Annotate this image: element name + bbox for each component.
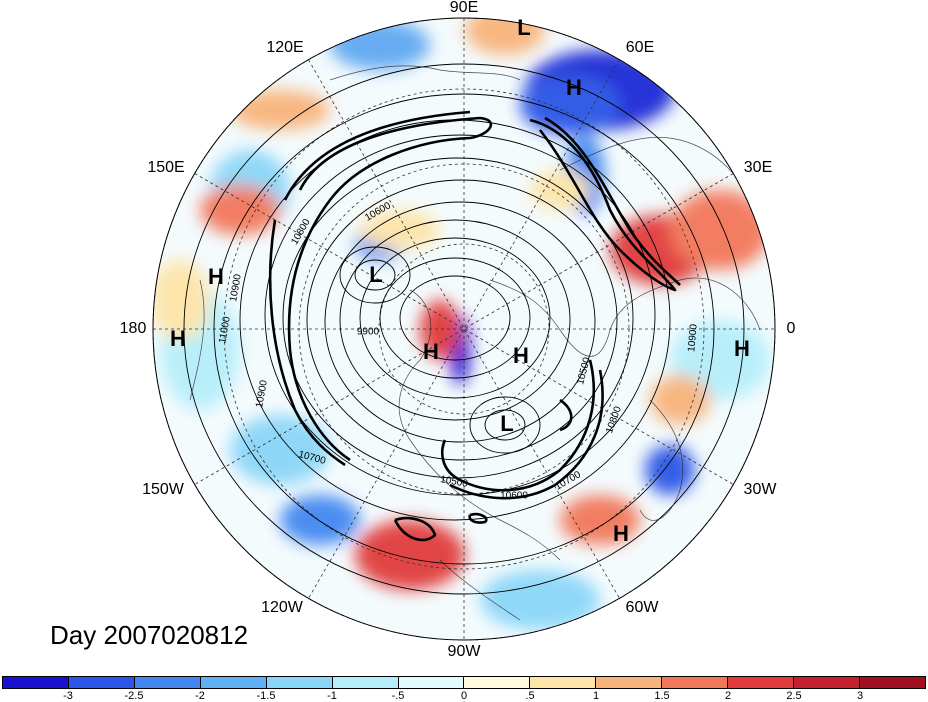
colorbar-segment xyxy=(200,677,267,688)
colorbar-segment xyxy=(266,677,333,688)
high-center: H xyxy=(208,264,224,289)
colorbar-tick-label: 0 xyxy=(460,690,468,702)
lon-label-150w: 150W xyxy=(142,481,184,498)
colorbar-tick-label: -3 xyxy=(63,690,73,702)
colorbar-tick-label: -2.5 xyxy=(124,690,144,702)
colorbar-tick-label: -.5 xyxy=(391,690,405,702)
lon-label-0: 0 xyxy=(786,320,796,337)
colorbar-tick-label: 2 xyxy=(724,690,732,702)
high-center: H xyxy=(513,343,529,368)
colorbar-segment xyxy=(728,677,795,688)
lon-label-120w: 120W xyxy=(261,599,303,616)
colorbar-tick-label: -2 xyxy=(195,690,205,702)
colorbar-tick-label: .5 xyxy=(525,690,535,702)
colorbar-tick-label: -1.5 xyxy=(256,690,276,702)
lon-label-30w: 30W xyxy=(743,481,777,498)
height-contours xyxy=(183,63,745,595)
contour-label: 10600 xyxy=(500,490,528,502)
colorbar-segment xyxy=(332,677,399,688)
colorbar-segment xyxy=(464,677,531,688)
low-center: L xyxy=(369,262,383,287)
colorbar-segment xyxy=(859,677,925,688)
colorbar-tick-label: 3 xyxy=(856,690,864,702)
high-center: H xyxy=(566,75,582,100)
colorbar-segment xyxy=(3,677,69,688)
colorbar-tick-label: 2.5 xyxy=(786,690,802,702)
lon-label-90e: 90E xyxy=(449,0,479,16)
date-title: Day 2007020812 xyxy=(50,620,249,650)
colorbar-segment xyxy=(596,677,663,688)
colorbar-segment xyxy=(662,677,729,688)
anomaly-field xyxy=(153,18,775,640)
colorbar-segment xyxy=(134,677,201,688)
colorbar-tick-label: -1 xyxy=(327,690,337,702)
lon-label-90w: 90W xyxy=(447,643,481,660)
high-center: H xyxy=(734,336,750,361)
colorbar-tick-label: 1.5 xyxy=(654,690,670,702)
lon-label-150e: 150E xyxy=(147,159,185,176)
high-center: H xyxy=(423,339,439,364)
lon-label-30e: 30E xyxy=(743,159,773,176)
colorbar-segment xyxy=(794,677,860,688)
low-center: L xyxy=(500,411,514,436)
contour-label: 9900 xyxy=(356,326,380,338)
high-center: H xyxy=(613,521,629,546)
lon-label-60w: 60W xyxy=(625,599,659,616)
colorbar-tick-label: 1 xyxy=(592,690,600,702)
lon-label-60e: 60E xyxy=(625,39,655,56)
colorbar-segment xyxy=(68,677,135,688)
colorbar-segment xyxy=(398,677,465,688)
high-center: H xyxy=(170,326,186,351)
jet-contours xyxy=(268,110,681,542)
lon-label-180: 180 xyxy=(119,320,147,337)
colorbar xyxy=(2,676,926,689)
colorbar-segment xyxy=(530,677,597,688)
low-center: L xyxy=(517,15,531,40)
lon-label-120e: 120E xyxy=(266,39,304,56)
